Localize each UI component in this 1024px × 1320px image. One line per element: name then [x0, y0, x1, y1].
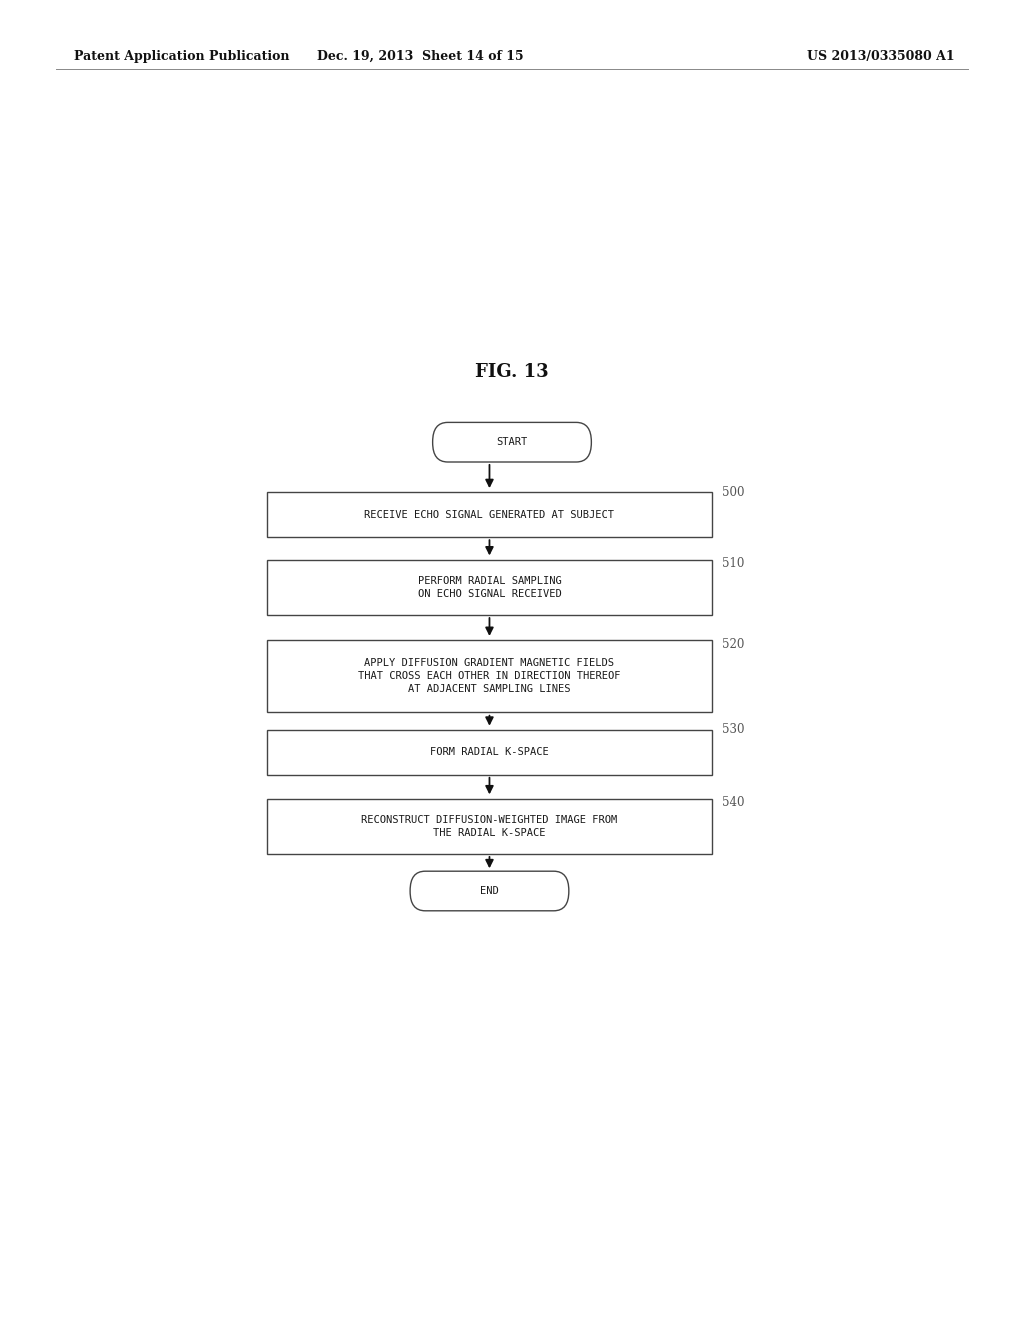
Text: END: END: [480, 886, 499, 896]
FancyBboxPatch shape: [266, 640, 713, 713]
Text: 540: 540: [722, 796, 744, 809]
FancyBboxPatch shape: [266, 799, 713, 854]
Text: 500: 500: [722, 486, 744, 499]
Text: START: START: [497, 437, 527, 447]
Text: Patent Application Publication: Patent Application Publication: [74, 50, 289, 63]
FancyBboxPatch shape: [432, 422, 592, 462]
Text: RECEIVE ECHO SIGNAL GENERATED AT SUBJECT: RECEIVE ECHO SIGNAL GENERATED AT SUBJECT: [365, 510, 614, 520]
Text: 530: 530: [722, 723, 744, 737]
FancyBboxPatch shape: [266, 730, 713, 775]
FancyBboxPatch shape: [266, 492, 713, 537]
Text: 520: 520: [722, 638, 744, 651]
FancyBboxPatch shape: [266, 560, 713, 615]
Text: US 2013/0335080 A1: US 2013/0335080 A1: [807, 50, 954, 63]
Text: Dec. 19, 2013  Sheet 14 of 15: Dec. 19, 2013 Sheet 14 of 15: [316, 50, 523, 63]
FancyBboxPatch shape: [410, 871, 569, 911]
Text: FORM RADIAL K-SPACE: FORM RADIAL K-SPACE: [430, 747, 549, 758]
Text: FIG. 13: FIG. 13: [475, 363, 549, 381]
Text: PERFORM RADIAL SAMPLING
ON ECHO SIGNAL RECEIVED: PERFORM RADIAL SAMPLING ON ECHO SIGNAL R…: [418, 576, 561, 599]
Text: APPLY DIFFUSION GRADIENT MAGNETIC FIELDS
THAT CROSS EACH OTHER IN DIRECTION THER: APPLY DIFFUSION GRADIENT MAGNETIC FIELDS…: [358, 657, 621, 694]
Text: RECONSTRUCT DIFFUSION-WEIGHTED IMAGE FROM
THE RADIAL K-SPACE: RECONSTRUCT DIFFUSION-WEIGHTED IMAGE FRO…: [361, 814, 617, 838]
Text: 510: 510: [722, 557, 744, 570]
